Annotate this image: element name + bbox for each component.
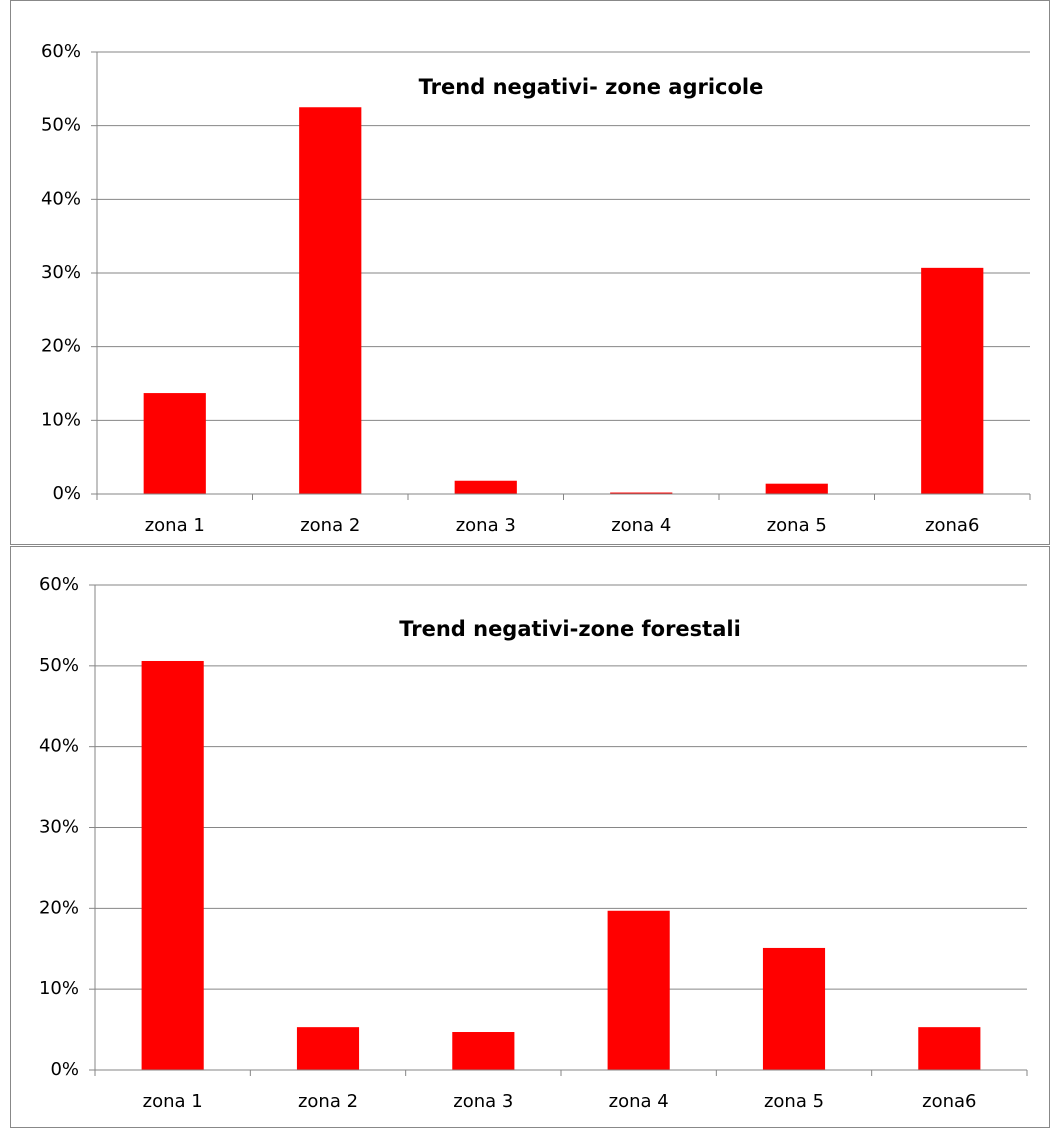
x-tick-label: zona 2 xyxy=(300,515,360,536)
x-tick-label: zona 4 xyxy=(611,515,671,536)
x-tick-label: zona 1 xyxy=(143,1091,203,1112)
x-tick-label: zona6 xyxy=(925,515,979,536)
y-tick-label: 40% xyxy=(41,188,81,209)
y-tick-label: 30% xyxy=(39,817,79,838)
x-tick-label: zona 2 xyxy=(298,1091,358,1112)
x-tick-label: zona6 xyxy=(922,1091,976,1112)
bar xyxy=(299,107,362,494)
y-tick-label: 10% xyxy=(41,409,81,430)
chart-title: Trend negativi-zone forestali xyxy=(399,617,741,641)
y-tick-label: 0% xyxy=(50,1059,79,1080)
y-tick-label: 30% xyxy=(41,262,81,283)
bar xyxy=(454,480,517,494)
bar xyxy=(296,1027,360,1070)
bar xyxy=(918,1027,981,1070)
y-tick-label: 50% xyxy=(39,655,79,676)
x-tick-label: zona 5 xyxy=(767,515,827,536)
y-tick-label: 0% xyxy=(52,483,81,504)
bar xyxy=(610,492,673,494)
y-tick-label: 40% xyxy=(39,736,79,757)
x-tick-label: zona 3 xyxy=(453,1091,513,1112)
bar xyxy=(762,947,826,1070)
y-tick-label: 60% xyxy=(41,41,81,62)
y-tick-label: 10% xyxy=(39,978,79,999)
bar xyxy=(452,1032,515,1070)
bar xyxy=(607,910,670,1070)
x-tick-label: zona 4 xyxy=(609,1091,669,1112)
x-tick-label: zona 3 xyxy=(456,515,516,536)
x-tick-label: zona 5 xyxy=(764,1091,824,1112)
bar xyxy=(765,483,828,494)
y-tick-label: 60% xyxy=(39,574,79,595)
y-tick-label: 50% xyxy=(41,115,81,136)
bar xyxy=(141,660,204,1070)
bar xyxy=(921,267,984,494)
chart-title: Trend negativi- zone agricole xyxy=(419,75,764,99)
y-tick-label: 20% xyxy=(39,897,79,918)
bar xyxy=(143,393,206,494)
x-tick-label: zona 1 xyxy=(145,515,205,536)
y-tick-label: 20% xyxy=(41,336,81,357)
